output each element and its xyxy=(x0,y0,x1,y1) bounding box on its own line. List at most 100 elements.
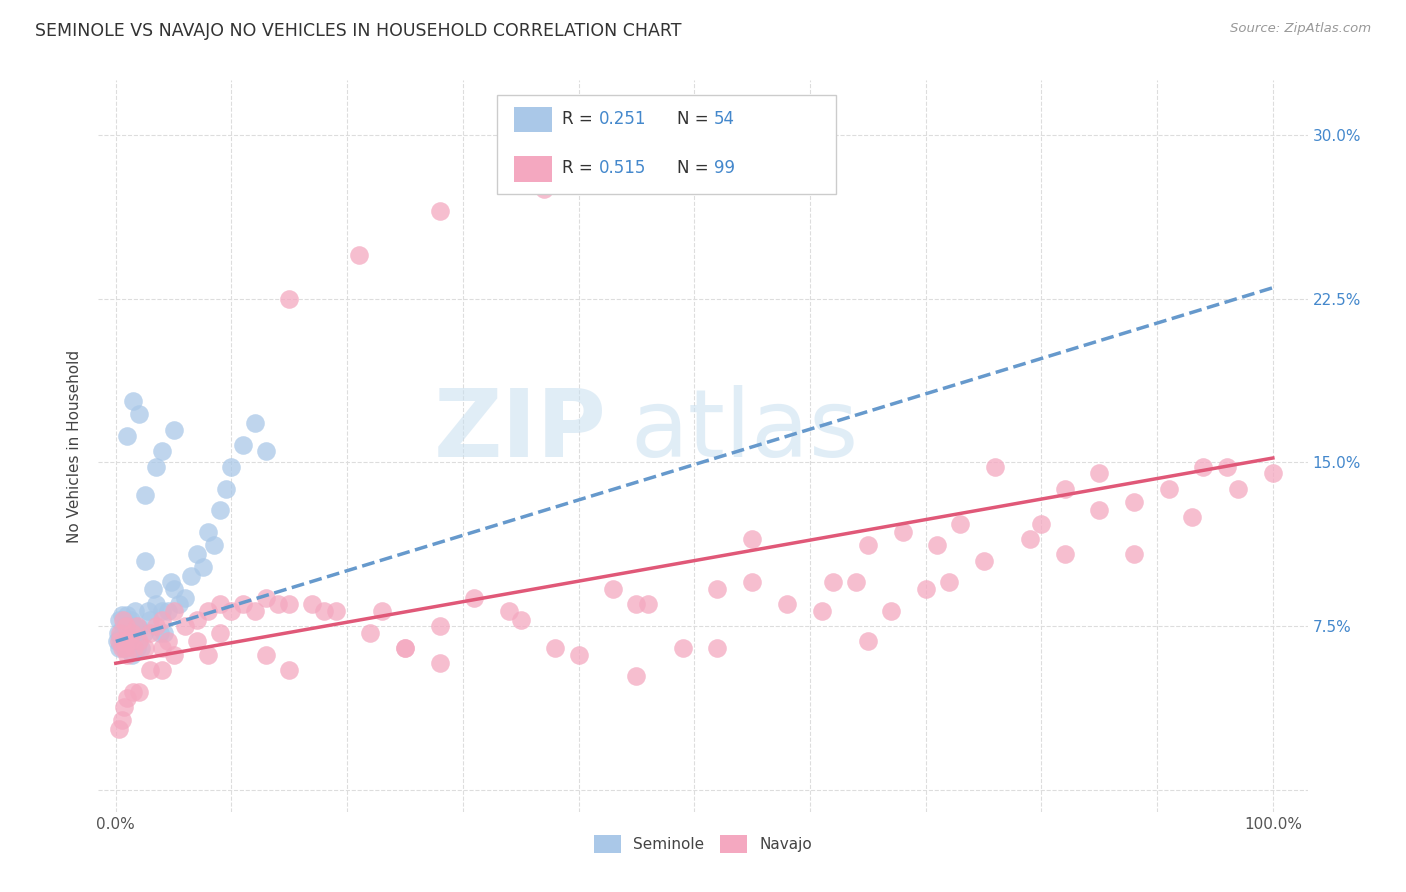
Point xyxy=(278,292,301,306)
Point xyxy=(117,691,139,706)
Point xyxy=(1088,503,1111,517)
Point xyxy=(1123,547,1146,561)
Point xyxy=(208,597,231,611)
Point xyxy=(162,648,184,662)
Point xyxy=(107,625,129,640)
Point xyxy=(1031,516,1053,531)
Point xyxy=(267,597,290,611)
Point xyxy=(845,575,868,590)
Point xyxy=(134,640,156,655)
Point xyxy=(973,554,995,568)
Point xyxy=(1261,467,1284,481)
Point xyxy=(637,597,659,611)
Point xyxy=(215,482,238,496)
Point xyxy=(371,604,394,618)
Point xyxy=(136,604,159,618)
Point xyxy=(117,634,139,648)
Point xyxy=(127,634,149,648)
Point xyxy=(347,248,370,262)
Point xyxy=(254,444,277,458)
Point xyxy=(568,648,591,662)
Point xyxy=(394,640,416,655)
Point xyxy=(105,634,128,648)
Point xyxy=(110,625,132,640)
Point xyxy=(117,429,139,443)
Point xyxy=(112,700,135,714)
Point xyxy=(191,560,214,574)
Point xyxy=(429,204,451,219)
Point xyxy=(202,538,225,552)
Point xyxy=(129,640,152,655)
Point xyxy=(938,575,960,590)
Point xyxy=(115,619,138,633)
Point xyxy=(312,604,335,618)
Point xyxy=(197,525,219,540)
Point xyxy=(186,634,208,648)
Point xyxy=(602,582,624,596)
Point xyxy=(160,575,183,590)
Point xyxy=(124,604,146,618)
Point xyxy=(121,625,143,640)
Point xyxy=(108,722,131,736)
Point xyxy=(125,619,148,633)
Point xyxy=(776,597,799,611)
Point xyxy=(208,625,231,640)
Point xyxy=(1053,482,1076,496)
Point xyxy=(125,640,148,655)
Point xyxy=(429,657,451,671)
Point xyxy=(498,604,520,618)
Point xyxy=(108,613,131,627)
Point xyxy=(162,582,184,596)
Point xyxy=(128,621,150,635)
Point xyxy=(134,488,156,502)
Point xyxy=(122,684,145,698)
Point xyxy=(174,591,197,605)
Point xyxy=(533,182,555,196)
Point xyxy=(243,416,266,430)
Point xyxy=(139,613,162,627)
Point xyxy=(118,621,141,635)
Point xyxy=(984,459,1007,474)
Point xyxy=(110,630,132,644)
Point xyxy=(124,619,146,633)
Legend: Seminole, Navajo: Seminole, Navajo xyxy=(588,829,818,859)
Point xyxy=(128,408,150,422)
Point xyxy=(301,597,323,611)
Point xyxy=(880,604,903,618)
Point xyxy=(110,640,132,655)
Point xyxy=(120,613,142,627)
Point xyxy=(891,525,914,540)
Point xyxy=(626,669,648,683)
Point xyxy=(186,613,208,627)
Point xyxy=(197,604,219,618)
Point xyxy=(463,591,485,605)
Point xyxy=(1215,459,1237,474)
Point xyxy=(139,625,162,640)
Point xyxy=(174,619,197,633)
Point xyxy=(927,538,949,552)
Point xyxy=(145,459,167,474)
Point xyxy=(124,640,146,655)
Point xyxy=(1181,510,1204,524)
Point xyxy=(429,619,451,633)
Point xyxy=(706,582,728,596)
Point xyxy=(1018,532,1040,546)
Point xyxy=(156,604,179,618)
Point xyxy=(1088,467,1111,481)
Point xyxy=(221,459,243,474)
Point xyxy=(115,630,138,644)
Point xyxy=(1123,494,1146,508)
Point xyxy=(856,538,879,552)
Point xyxy=(1192,459,1215,474)
Point xyxy=(150,613,173,627)
Text: atlas: atlas xyxy=(630,385,859,477)
Point xyxy=(150,663,173,677)
Point xyxy=(197,648,219,662)
Point xyxy=(162,604,184,618)
Point xyxy=(150,444,173,458)
Y-axis label: No Vehicles in Household: No Vehicles in Household xyxy=(67,350,83,542)
Point xyxy=(132,625,155,640)
Point xyxy=(169,597,191,611)
Point xyxy=(232,597,254,611)
Point xyxy=(128,634,150,648)
